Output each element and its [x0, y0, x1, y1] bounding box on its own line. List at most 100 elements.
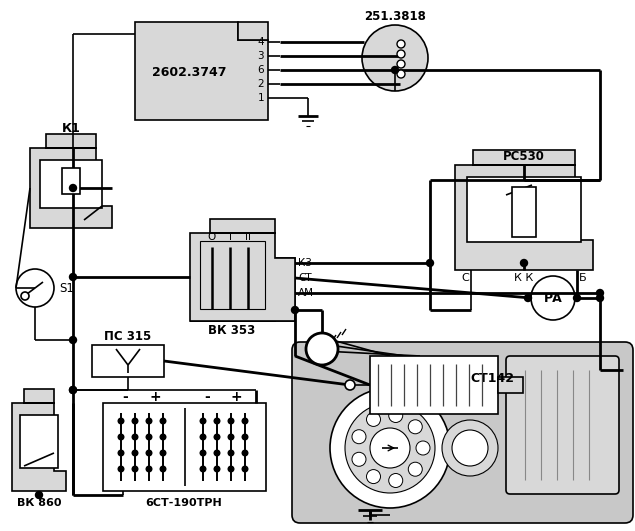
Circle shape	[228, 466, 234, 472]
Circle shape	[352, 430, 366, 444]
Circle shape	[397, 50, 405, 58]
Circle shape	[132, 434, 138, 440]
FancyBboxPatch shape	[467, 177, 581, 242]
Text: О: О	[208, 232, 216, 242]
Text: РА: РА	[544, 292, 563, 304]
Circle shape	[345, 403, 435, 493]
Circle shape	[408, 420, 422, 434]
Circle shape	[69, 184, 76, 192]
Text: S1: S1	[59, 281, 74, 295]
Circle shape	[596, 295, 603, 302]
Circle shape	[160, 450, 166, 456]
FancyBboxPatch shape	[62, 168, 80, 194]
Circle shape	[596, 289, 603, 296]
Circle shape	[521, 260, 528, 267]
Circle shape	[416, 441, 430, 455]
Text: 251.3818: 251.3818	[364, 11, 426, 23]
Circle shape	[397, 60, 405, 68]
Circle shape	[200, 434, 206, 440]
Circle shape	[200, 450, 206, 456]
Circle shape	[291, 306, 298, 313]
Circle shape	[442, 420, 498, 476]
Circle shape	[214, 466, 220, 472]
Polygon shape	[12, 389, 66, 491]
Circle shape	[118, 418, 124, 424]
Circle shape	[242, 418, 248, 424]
Circle shape	[397, 70, 405, 78]
FancyBboxPatch shape	[200, 241, 265, 309]
FancyBboxPatch shape	[103, 403, 266, 491]
Text: 1: 1	[257, 93, 264, 103]
Circle shape	[118, 450, 124, 456]
Text: ВК 860: ВК 860	[17, 498, 61, 508]
Circle shape	[214, 418, 220, 424]
Circle shape	[242, 450, 248, 456]
Text: К К: К К	[514, 273, 533, 283]
Circle shape	[573, 295, 580, 302]
Circle shape	[200, 466, 206, 472]
Circle shape	[21, 292, 29, 300]
FancyBboxPatch shape	[512, 187, 536, 237]
Circle shape	[69, 387, 76, 393]
Circle shape	[16, 269, 54, 307]
Polygon shape	[135, 22, 268, 120]
Text: +: +	[230, 390, 242, 404]
FancyBboxPatch shape	[292, 342, 633, 523]
Circle shape	[132, 418, 138, 424]
Polygon shape	[190, 258, 295, 321]
Text: 6СТ-190ТРН: 6СТ-190ТРН	[145, 498, 222, 508]
Text: -: -	[204, 390, 210, 404]
Circle shape	[160, 466, 166, 472]
Text: I: I	[229, 232, 232, 242]
Circle shape	[228, 434, 234, 440]
Circle shape	[118, 434, 124, 440]
Text: ВК 353: ВК 353	[208, 324, 256, 338]
Text: II: II	[245, 232, 251, 242]
Circle shape	[389, 474, 403, 487]
Circle shape	[132, 450, 138, 456]
Text: ПС 315: ПС 315	[104, 330, 152, 344]
Circle shape	[242, 466, 248, 472]
FancyBboxPatch shape	[40, 160, 102, 208]
Circle shape	[36, 492, 43, 499]
Circle shape	[370, 428, 410, 468]
Circle shape	[69, 273, 76, 280]
Circle shape	[306, 333, 338, 365]
Circle shape	[452, 430, 488, 466]
Circle shape	[345, 380, 355, 390]
Polygon shape	[30, 134, 112, 228]
FancyBboxPatch shape	[92, 345, 164, 377]
Text: Б: Б	[579, 273, 587, 283]
Circle shape	[397, 40, 405, 48]
Circle shape	[427, 260, 434, 267]
Circle shape	[392, 66, 399, 73]
Polygon shape	[455, 150, 593, 270]
Circle shape	[228, 450, 234, 456]
Polygon shape	[190, 219, 295, 321]
Circle shape	[214, 450, 220, 456]
Circle shape	[228, 418, 234, 424]
Circle shape	[330, 388, 450, 508]
Text: 2602.3747: 2602.3747	[152, 66, 226, 80]
Text: АМ: АМ	[298, 288, 314, 298]
Text: -: -	[122, 390, 128, 404]
Circle shape	[200, 418, 206, 424]
FancyBboxPatch shape	[506, 356, 619, 494]
Text: CT142: CT142	[470, 372, 514, 384]
Circle shape	[531, 276, 575, 320]
Circle shape	[69, 387, 76, 393]
Circle shape	[146, 434, 152, 440]
Text: 4: 4	[257, 37, 264, 47]
Text: 2: 2	[257, 79, 264, 89]
Circle shape	[366, 413, 380, 426]
Text: PC530: PC530	[503, 150, 545, 164]
Circle shape	[146, 418, 152, 424]
Circle shape	[362, 25, 428, 91]
FancyBboxPatch shape	[370, 356, 498, 414]
Circle shape	[146, 450, 152, 456]
Circle shape	[214, 434, 220, 440]
Text: К1: К1	[62, 122, 81, 134]
Circle shape	[408, 462, 422, 476]
FancyBboxPatch shape	[498, 377, 523, 393]
Text: К3: К3	[298, 258, 312, 268]
